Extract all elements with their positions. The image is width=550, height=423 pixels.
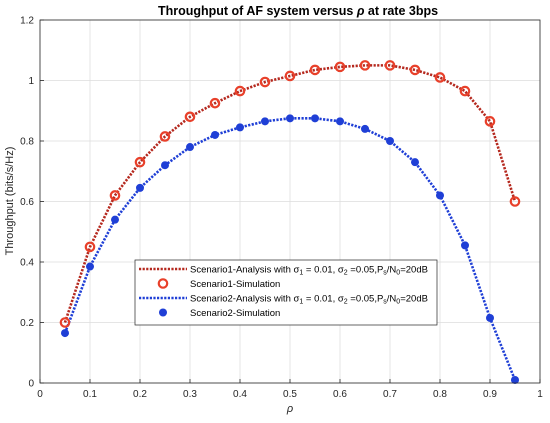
y-tick-label: 1.2: [20, 16, 34, 27]
scenario2-simulation-point: [511, 375, 519, 384]
legend-swatch-scenario1-simulation: [157, 278, 169, 289]
legend-entry-scenario1-analysis: Scenario1-Analysis with σ1 = 0.01, σ2 =0…: [190, 265, 428, 277]
x-tick-label: 0.1: [83, 389, 97, 400]
y-tick-label: 0.4: [20, 258, 34, 269]
scenario2-simulation-point: [211, 130, 219, 139]
scenario1-simulation-point: [184, 111, 196, 123]
x-axis-label: ρ: [286, 403, 293, 415]
x-tick-label: 0.3: [183, 389, 197, 400]
x-axis: 0 0.1 0.2 0.3 0.4 0.5 0.6 0.7 0.8 0.9 1: [37, 379, 543, 400]
scenario2-simulation-point: [386, 137, 394, 145]
scenario2-simulation-point: [361, 124, 369, 133]
scenario1-simulation-point: [234, 85, 246, 97]
y-tick-label: 0.2: [20, 318, 34, 329]
scenario2-simulation-point: [411, 158, 419, 167]
x-tick-label: 0.6: [333, 389, 347, 400]
scenario1-simulation-point: [159, 131, 171, 142]
chart-title: Throughput of AF system versus ρ at rate…: [158, 4, 438, 18]
scenario1-simulation-point: [309, 64, 321, 76]
scenario1-simulation-point: [259, 76, 271, 88]
x-tick-label: 0.4: [233, 389, 247, 400]
scenario1-simulation-point: [509, 196, 521, 207]
scenario1-simulation-point: [359, 60, 371, 71]
series-markers: [59, 60, 521, 384]
scenario1-simulation-point: [109, 190, 121, 201]
y-tick-label: 0.8: [20, 137, 34, 148]
scenario2-simulation-point: [161, 161, 169, 170]
x-tick-label: 0.7: [383, 389, 397, 400]
scenario1-simulation-point: [59, 317, 71, 328]
scenario2-simulation-point: [311, 114, 319, 123]
scenario2-simulation-point: [461, 241, 469, 250]
legend-swatch-scenario2-simulation: [159, 308, 167, 317]
scenario2-simulation-point: [286, 114, 294, 123]
series-line-0: [63, 64, 517, 323]
y-tick-label: 1: [28, 76, 34, 87]
y-axis: 0 0.2 0.4 0.6 0.8 1 1.2: [20, 16, 44, 390]
scenario2-simulation-point: [186, 143, 194, 152]
scenario2-simulation-point: [261, 117, 269, 126]
scenario2-simulation-point: [236, 123, 244, 132]
scenario1-simulation-point: [334, 61, 346, 73]
scenario1-simulation-point: [209, 97, 221, 109]
y-axis-label: Throughput (bits/s/Hz): [4, 147, 16, 256]
x-tick-label: 0.8: [433, 389, 447, 400]
scenario1-simulation-point: [484, 116, 496, 127]
scenario1-simulation-point: [284, 70, 296, 82]
x-tick-label: 0.5: [283, 389, 297, 400]
x-tick-label: 0.9: [483, 389, 497, 400]
scenario1-simulation-point: [434, 72, 446, 83]
legend-entry-scenario2-simulation: Scenario2-Simulation: [190, 308, 280, 319]
legend-box: [134, 259, 438, 326]
scenario1-simulation-point: [84, 241, 96, 253]
scenario1-simulation-point: [409, 64, 421, 76]
y-tick-label: 0: [28, 379, 34, 390]
x-tick-label: 0: [37, 389, 43, 400]
scenario2-simulation-point: [111, 215, 119, 224]
scenario2-simulation-point: [136, 183, 144, 192]
scenario2-simulation-point: [336, 117, 344, 126]
scenario2-simulation-point: [86, 262, 94, 271]
scenario1-simulation-point: [459, 85, 471, 97]
y-tick-label: 0.6: [20, 197, 34, 208]
scenario2-simulation-point: [436, 191, 444, 200]
scenario1-simulation-point: [134, 156, 146, 168]
x-tick-label: 0.2: [133, 389, 147, 400]
scenario2-simulation-point: [61, 329, 69, 338]
x-tick-label: 1: [537, 389, 543, 400]
legend-entry-scenario1-simulation: Scenario1-Simulation: [190, 279, 280, 290]
scenario2-simulation-point: [486, 313, 494, 322]
scenario1-simulation-point: [384, 60, 396, 71]
legend-entry-scenario2-analysis: Scenario2-Analysis with σ1 = 0.01, σ2 =0…: [190, 294, 428, 306]
legend: Scenario1-Analysis with σ1 = 0.01, σ2 =0…: [134, 259, 438, 326]
